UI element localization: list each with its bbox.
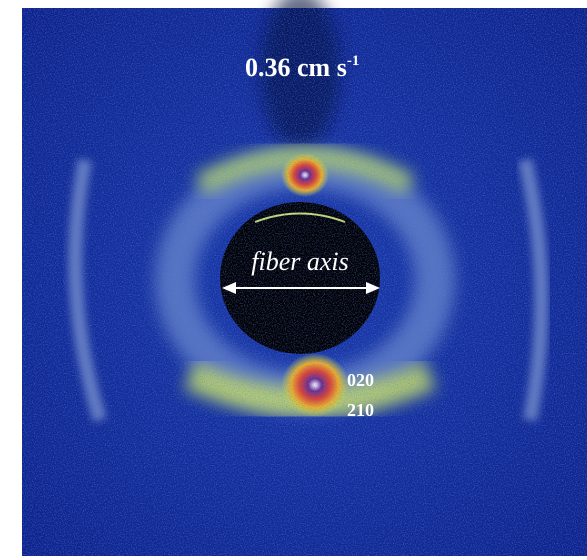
reflection-label: 020 xyxy=(347,370,374,390)
title-text: 0.36 cm s xyxy=(245,53,347,82)
axis-label: fiber axis xyxy=(251,247,349,276)
reflection-label: 210 xyxy=(347,400,374,420)
title-superscript: -1 xyxy=(347,53,360,69)
diffraction-image xyxy=(22,0,587,556)
diffraction-figure: 0.36 cm s-1 fiber axis 020 210 xyxy=(0,0,587,560)
title: 0.36 cm s-1 xyxy=(245,53,359,82)
page: 0.36 cm s-1 fiber axis 020 210 (() => { … xyxy=(0,0,587,560)
